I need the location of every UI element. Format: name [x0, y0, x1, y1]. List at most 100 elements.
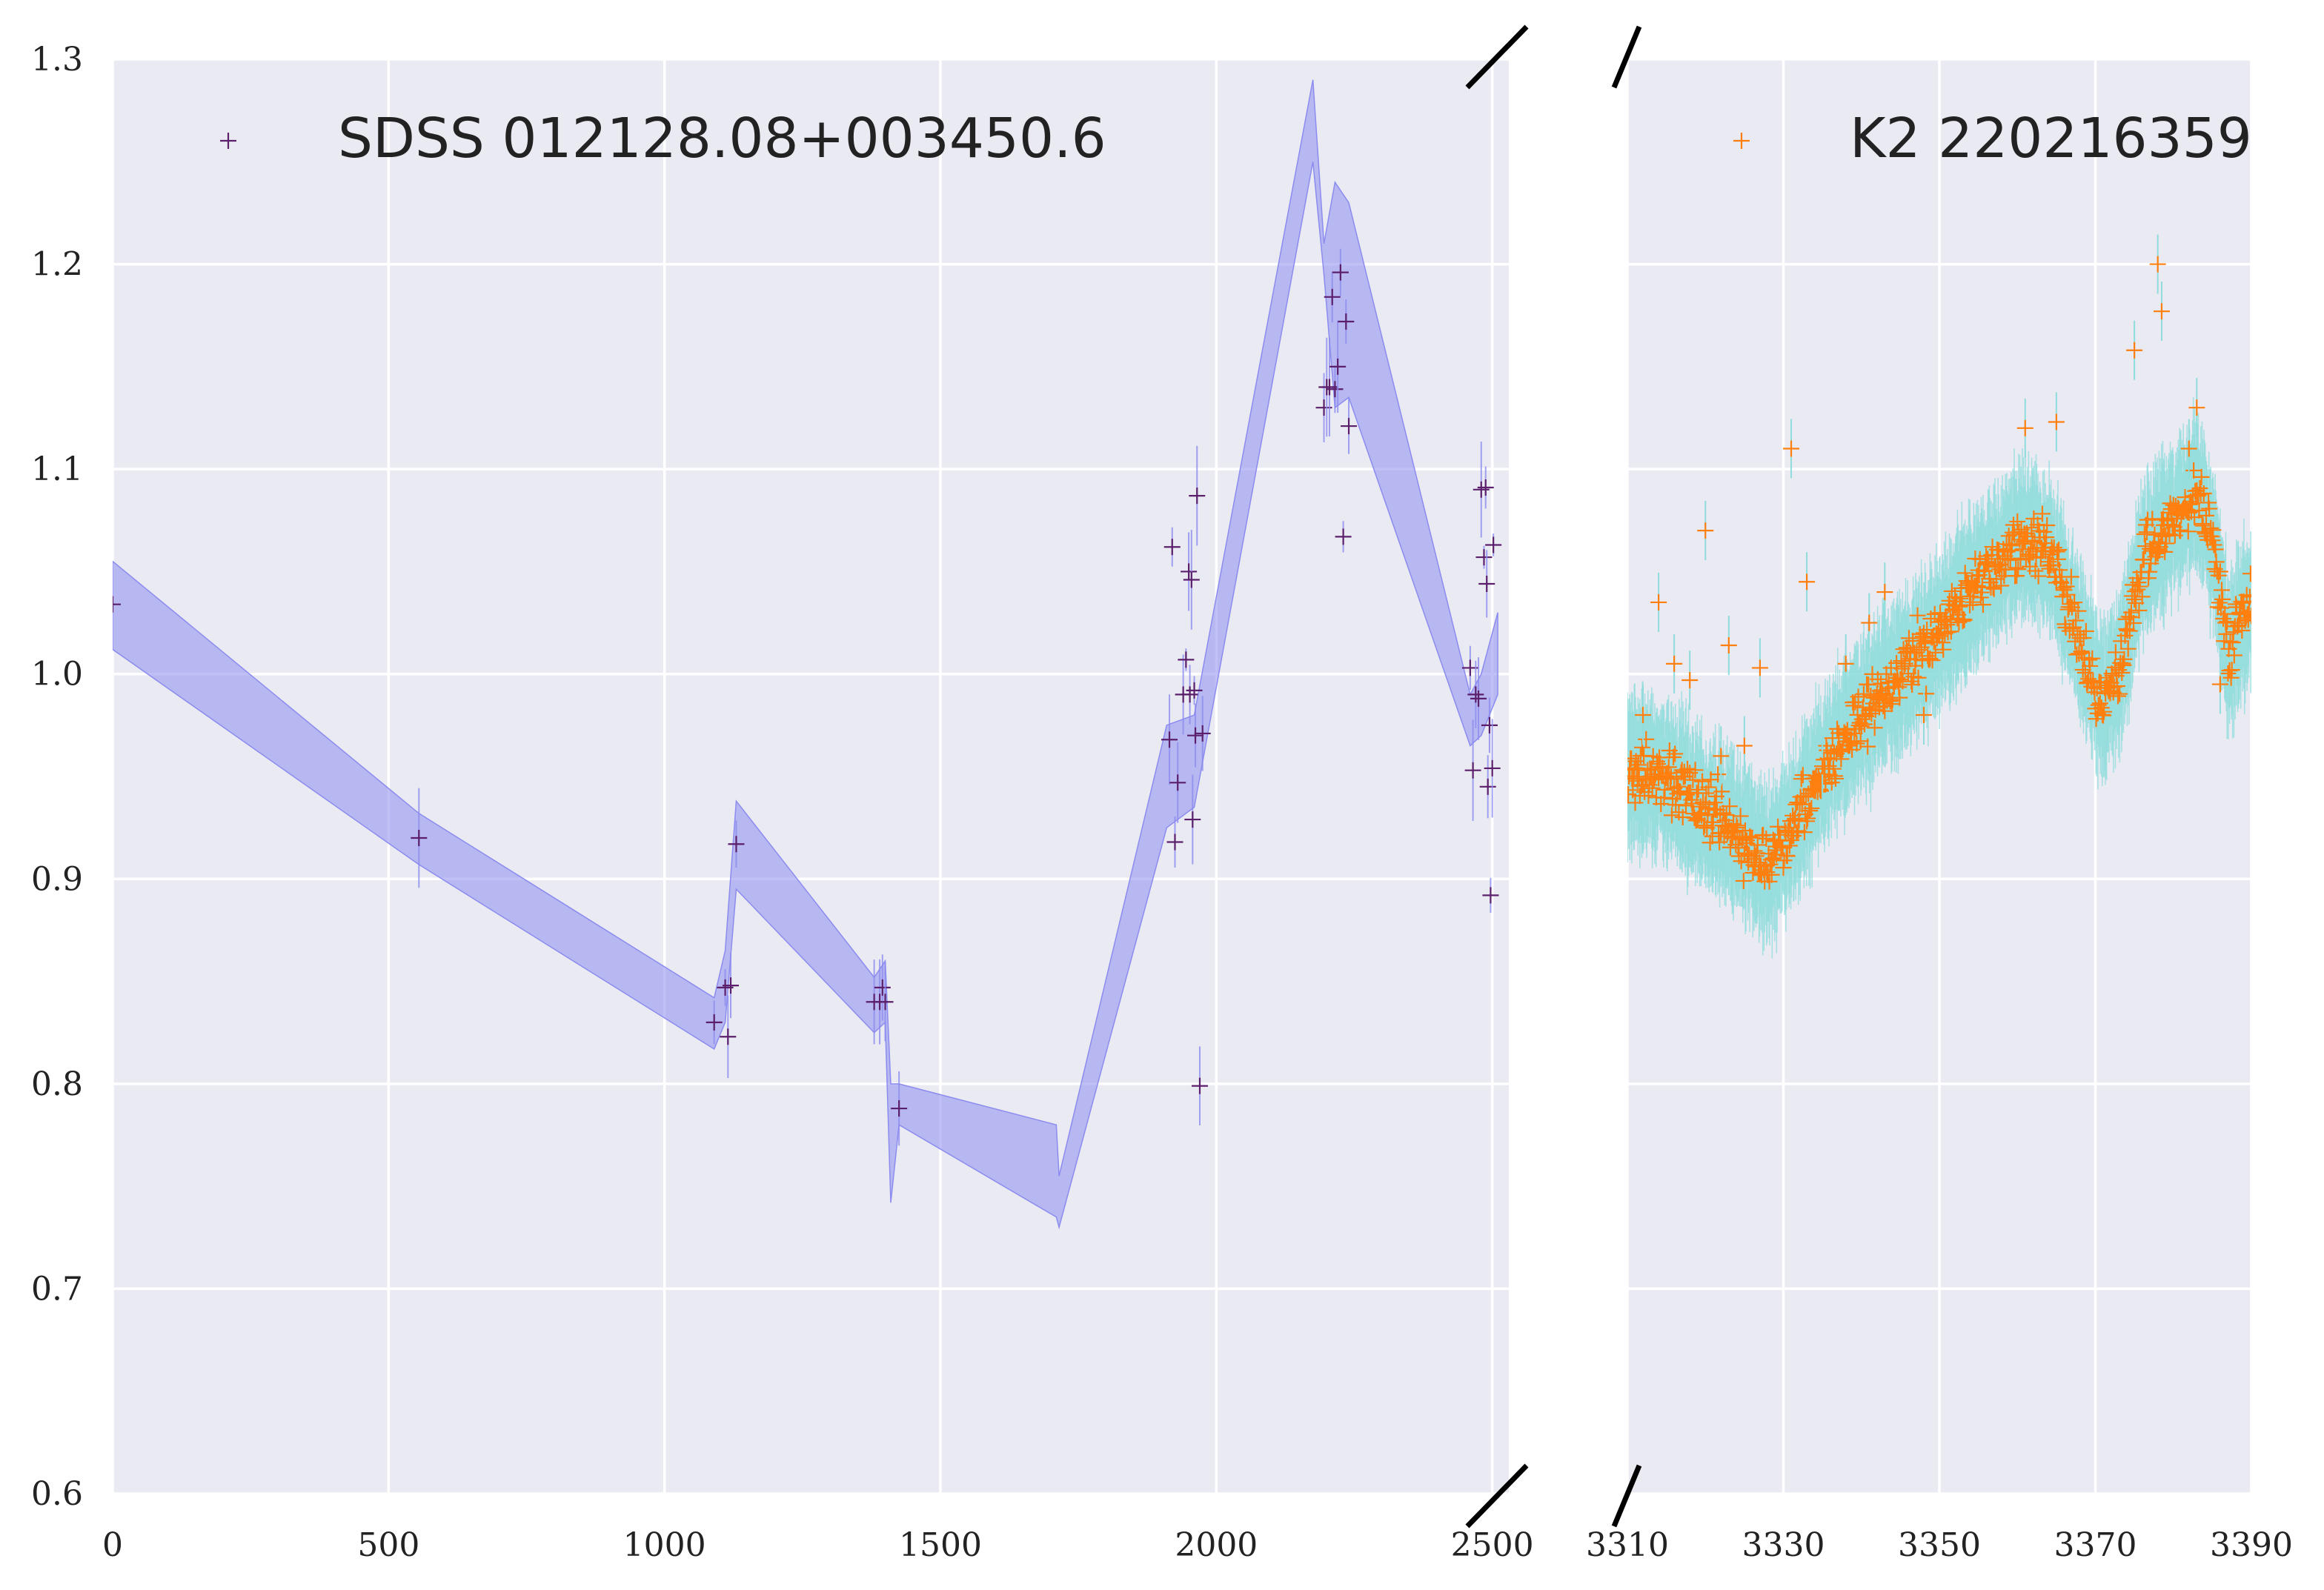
data-point [2131, 602, 2148, 619]
data-point [1899, 643, 1916, 660]
data-point [2158, 535, 2175, 552]
y-tick-label: 0.6 [31, 1475, 83, 1513]
data-point [2195, 485, 2212, 502]
data-point [1848, 735, 1865, 752]
data-point [1809, 783, 1826, 800]
data-point [411, 829, 428, 846]
data-point [2082, 657, 2099, 674]
data-point [2110, 688, 2127, 705]
outlier-point [2149, 256, 2166, 273]
data-point [2107, 644, 2124, 661]
y-tick-label: 1.3 [31, 41, 83, 79]
data-point [1845, 697, 1862, 714]
data-point [2068, 612, 2085, 629]
x-tick-label: 2500 [1451, 1526, 1534, 1564]
data-point [1169, 774, 1186, 791]
data-point [2240, 603, 2251, 620]
data-point [723, 977, 740, 994]
outlier-point [2211, 676, 2228, 693]
data-point [1993, 577, 2010, 594]
data-point [2065, 619, 2082, 636]
data-point [1475, 549, 1493, 566]
data-point [1178, 651, 1195, 668]
data-point [2193, 468, 2210, 485]
outlier-point [1783, 440, 1800, 457]
y-tick-label: 0.9 [31, 860, 83, 898]
data-point [1863, 705, 1880, 722]
data-point [1477, 479, 1494, 496]
data-point [1332, 264, 1349, 281]
data-point [1467, 686, 1484, 703]
data-point [1684, 771, 1702, 788]
x-tick-label: 3390 [2210, 1526, 2293, 1564]
data-point [1829, 720, 1846, 737]
data-point [1181, 686, 1198, 703]
data-point [1802, 802, 1819, 819]
data-point [1974, 596, 1991, 613]
data-point [1749, 836, 1766, 854]
data-point [1794, 767, 1811, 784]
break-mark [1611, 1464, 1642, 1528]
data-point [2234, 622, 2251, 639]
data-point [1183, 571, 1200, 588]
outlier-point [2188, 399, 2205, 416]
data-point [1665, 749, 1682, 765]
data-point [1644, 779, 1661, 796]
data-point [113, 596, 121, 613]
legend-label: SDSS 012128.08+003450.6 [338, 107, 1106, 170]
outlier-point [1720, 636, 1737, 653]
data-point [1732, 808, 1749, 825]
x-tick-label: 1000 [623, 1526, 706, 1564]
data-point [874, 979, 891, 996]
data-point [2141, 563, 2158, 580]
data-point [1910, 669, 1927, 686]
data-point [2119, 640, 2137, 657]
data-point [2210, 567, 2227, 584]
outlier-point [1650, 593, 1667, 611]
data-point [1927, 644, 1944, 661]
legend-marker [1733, 133, 1750, 149]
data-point [1663, 807, 1680, 824]
legend-label: K2 220216359 [1850, 107, 2252, 170]
data-point [1481, 716, 1498, 734]
data-point [1163, 539, 1181, 556]
data-point [2238, 587, 2251, 604]
data-point [2039, 516, 2056, 533]
data-point [1713, 783, 1730, 800]
outlier-point [2048, 413, 2065, 430]
data-point [1866, 719, 1883, 736]
data-point [2062, 568, 2079, 585]
x-tick-label: 3370 [2054, 1526, 2137, 1564]
outlier-point [1666, 655, 1683, 672]
data-point [1763, 866, 1780, 883]
data-point [2243, 608, 2251, 625]
data-point [2009, 513, 2026, 530]
break-mark [1465, 1463, 1529, 1529]
data-point [1839, 722, 1856, 739]
data-point [2075, 630, 2092, 647]
data-point [1985, 580, 2002, 597]
data-point [1765, 850, 1782, 867]
data-point [1638, 731, 1655, 748]
data-point [1755, 826, 1772, 843]
data-point [1895, 641, 1912, 658]
data-point [1823, 774, 1840, 791]
data-point [1860, 676, 1877, 693]
data-point [1690, 781, 1707, 798]
y-tick-label: 0.8 [31, 1065, 83, 1103]
break-mark [1465, 24, 1529, 90]
data-point [2086, 684, 2103, 701]
outlier-point [1751, 659, 1768, 676]
data-point [1338, 313, 1355, 330]
data-point [2074, 661, 2091, 678]
data-point [1327, 381, 1344, 398]
y-tick-label: 1.0 [31, 656, 83, 693]
data-point [2211, 563, 2228, 580]
x-tick-label: 500 [357, 1526, 419, 1564]
data-point [2091, 695, 2108, 712]
data-point [2122, 604, 2139, 621]
data-point [1194, 725, 1211, 742]
data-point [2084, 650, 2101, 667]
data-point [1679, 760, 1696, 777]
